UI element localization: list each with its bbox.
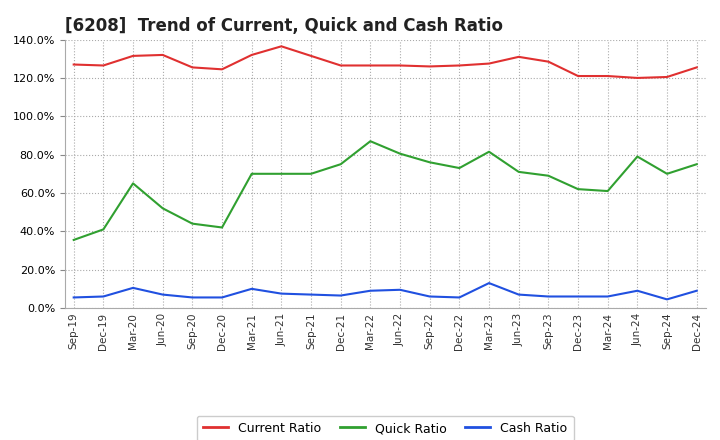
Quick Ratio: [544, 173, 553, 178]
Cash Ratio: [248, 286, 256, 291]
Text: [6208]  Trend of Current, Quick and Cash Ratio: [6208] Trend of Current, Quick and Cash …: [65, 17, 503, 35]
Current Ratio: [336, 63, 345, 68]
Current Ratio: [69, 62, 78, 67]
Quick Ratio: [455, 165, 464, 171]
Quick Ratio: [574, 187, 582, 192]
Current Ratio: [248, 52, 256, 58]
Current Ratio: [396, 63, 405, 68]
Current Ratio: [158, 52, 167, 58]
Current Ratio: [574, 73, 582, 79]
Quick Ratio: [603, 188, 612, 194]
Cash Ratio: [158, 292, 167, 297]
Current Ratio: [426, 64, 434, 69]
Quick Ratio: [99, 227, 108, 232]
Cash Ratio: [396, 287, 405, 293]
Current Ratio: [307, 53, 315, 59]
Current Ratio: [544, 59, 553, 64]
Quick Ratio: [277, 171, 286, 176]
Quick Ratio: [633, 154, 642, 159]
Current Ratio: [99, 63, 108, 68]
Cash Ratio: [485, 280, 493, 286]
Cash Ratio: [217, 295, 226, 300]
Cash Ratio: [633, 288, 642, 293]
Cash Ratio: [544, 294, 553, 299]
Cash Ratio: [366, 288, 374, 293]
Quick Ratio: [307, 171, 315, 176]
Current Ratio: [693, 65, 701, 70]
Quick Ratio: [188, 221, 197, 226]
Quick Ratio: [366, 139, 374, 144]
Quick Ratio: [129, 181, 138, 186]
Quick Ratio: [662, 171, 671, 176]
Quick Ratio: [514, 169, 523, 175]
Cash Ratio: [277, 291, 286, 296]
Current Ratio: [485, 61, 493, 66]
Cash Ratio: [662, 297, 671, 302]
Current Ratio: [603, 73, 612, 79]
Quick Ratio: [69, 237, 78, 242]
Quick Ratio: [426, 160, 434, 165]
Quick Ratio: [217, 225, 226, 230]
Quick Ratio: [336, 161, 345, 167]
Quick Ratio: [158, 205, 167, 211]
Line: Quick Ratio: Quick Ratio: [73, 141, 697, 240]
Current Ratio: [455, 63, 464, 68]
Cash Ratio: [603, 294, 612, 299]
Current Ratio: [366, 63, 374, 68]
Current Ratio: [217, 67, 226, 72]
Quick Ratio: [248, 171, 256, 176]
Cash Ratio: [574, 294, 582, 299]
Current Ratio: [633, 75, 642, 81]
Quick Ratio: [396, 151, 405, 156]
Cash Ratio: [693, 288, 701, 293]
Current Ratio: [514, 54, 523, 59]
Current Ratio: [188, 65, 197, 70]
Cash Ratio: [188, 295, 197, 300]
Cash Ratio: [336, 293, 345, 298]
Cash Ratio: [426, 294, 434, 299]
Legend: Current Ratio, Quick Ratio, Cash Ratio: Current Ratio, Quick Ratio, Cash Ratio: [197, 416, 574, 440]
Current Ratio: [662, 74, 671, 80]
Current Ratio: [129, 53, 138, 59]
Cash Ratio: [69, 295, 78, 300]
Line: Current Ratio: Current Ratio: [73, 46, 697, 78]
Cash Ratio: [99, 294, 108, 299]
Cash Ratio: [129, 285, 138, 290]
Quick Ratio: [693, 161, 701, 167]
Cash Ratio: [455, 295, 464, 300]
Cash Ratio: [514, 292, 523, 297]
Cash Ratio: [307, 292, 315, 297]
Current Ratio: [277, 44, 286, 49]
Line: Cash Ratio: Cash Ratio: [73, 283, 697, 299]
Quick Ratio: [485, 149, 493, 154]
